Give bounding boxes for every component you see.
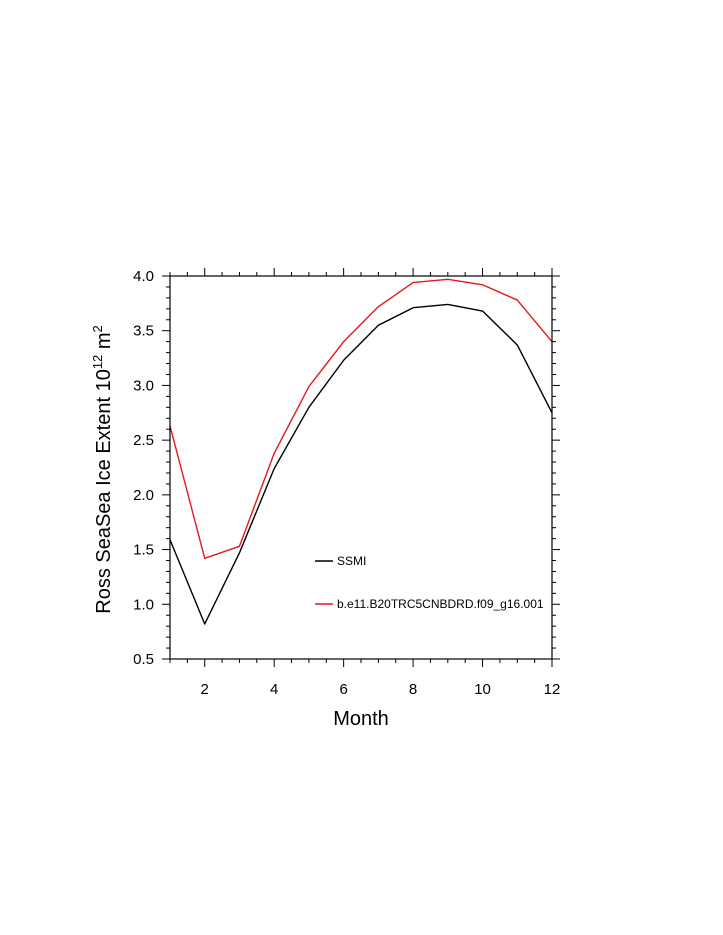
x-tick-label: 10 bbox=[474, 681, 491, 698]
y-tick-label: 1.5 bbox=[133, 542, 154, 559]
x-axis-title: Month bbox=[333, 708, 389, 730]
y-axis-title: Ross SeaSea Ice Extent 1012 m2 bbox=[90, 325, 115, 614]
y-tick-label: 2.5 bbox=[133, 432, 154, 449]
series-line bbox=[169, 303, 553, 625]
series-lines bbox=[169, 278, 553, 625]
y-axis-title-exponent: 12 bbox=[90, 355, 105, 369]
tick-labels: 2 4 6 8 10 12 0.5 1.0 1.5 2.0 2.5 3.0 3.5 4.0 bbox=[133, 268, 560, 698]
legend-label: b.e11.B20TRC5CNBDRD.f09_g16.001 bbox=[337, 597, 544, 611]
y-axis-title-unit-exponent: 2 bbox=[90, 325, 105, 332]
legend-label: SSMI bbox=[337, 554, 366, 568]
y-tick-label: 4.0 bbox=[133, 268, 154, 285]
legend: SSMI b.e11.B20TRC5CNBDRD.f09_g16.001 bbox=[315, 554, 544, 611]
y-tick-label: 3.0 bbox=[133, 377, 154, 394]
x-tick-label: 8 bbox=[409, 681, 417, 698]
tick-marks bbox=[162, 268, 560, 667]
y-axis-title-prefix: Ross SeaSea Ice Extent 10 bbox=[93, 369, 115, 614]
x-tick-label: 4 bbox=[270, 681, 278, 698]
y-tick-label: 3.5 bbox=[133, 323, 154, 340]
series-line bbox=[169, 278, 553, 560]
x-tick-label: 2 bbox=[201, 681, 209, 698]
y-tick-label: 2.0 bbox=[133, 487, 154, 504]
y-tick-label: 1.0 bbox=[133, 596, 154, 613]
y-tick-label: 0.5 bbox=[133, 651, 154, 668]
x-tick-label: 6 bbox=[339, 681, 347, 698]
plot-frame bbox=[169, 275, 553, 660]
x-tick-label: 12 bbox=[544, 681, 561, 698]
y-axis-title-unit: m bbox=[93, 332, 115, 354]
